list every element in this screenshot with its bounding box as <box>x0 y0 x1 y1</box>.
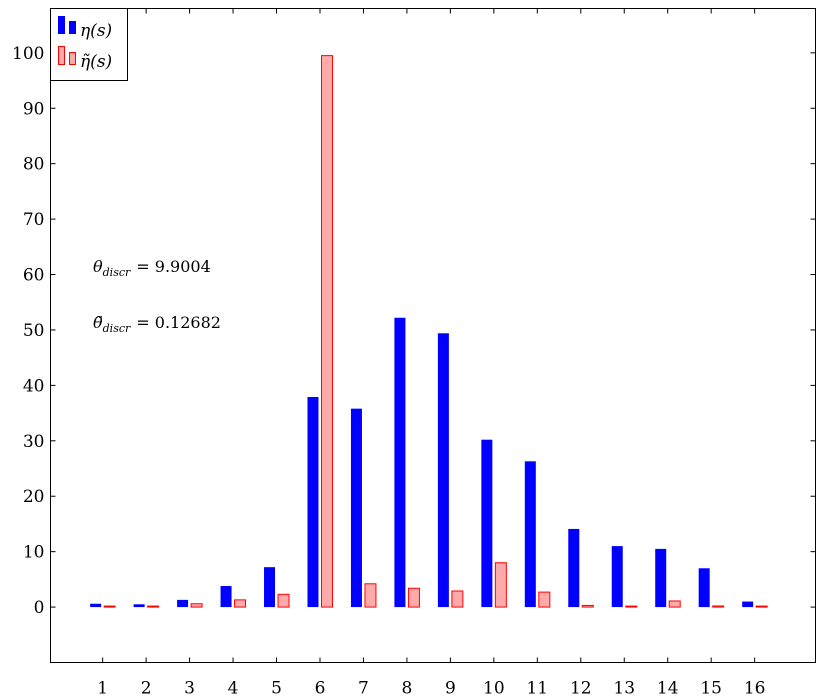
bar-series-1 <box>350 408 362 608</box>
bar-series-2 <box>234 599 247 608</box>
bar-series-2 <box>147 605 160 608</box>
legend-swatch-series-2 <box>58 46 76 65</box>
axis-ticks <box>50 8 816 663</box>
bar-series-2 <box>407 587 420 608</box>
bar-series-2 <box>668 600 681 608</box>
x-tick-label: 12 <box>570 679 592 699</box>
x-tick-label: 11 <box>526 679 548 699</box>
x-tick-label: 6 <box>315 679 326 699</box>
x-tick-label: 14 <box>657 679 679 699</box>
annotation-theta-tilde-symbol: θ̃ <box>93 313 103 332</box>
bar-series-2 <box>538 591 551 608</box>
y-tick-label: 70 <box>23 210 45 230</box>
y-tick-label: 80 <box>23 155 45 175</box>
y-tick-label: 30 <box>23 432 45 452</box>
annotation-theta-tilde-sub: discr <box>103 322 131 335</box>
legend-swatch-series-1 <box>58 16 76 34</box>
bar-series-1 <box>90 603 102 608</box>
bar-series-1 <box>524 461 536 608</box>
x-tick-label: 9 <box>445 679 456 699</box>
annotations: θdiscr = 9.9004 θ̃discr = 0.12682 <box>93 257 221 335</box>
x-tick-label: 10 <box>483 679 505 699</box>
annotation-theta-value: = 9.9004 <box>136 257 210 276</box>
plot-frame <box>50 8 816 663</box>
y-tick-labels: 0 10 20 30 40 50 60 70 80 90 100 <box>12 44 44 618</box>
bar-series-1 <box>698 568 710 608</box>
annotation-theta-tilde: θ̃discr = 0.12682 <box>93 313 221 335</box>
y-tick-label: 60 <box>23 266 45 286</box>
bar-series-2 <box>190 603 203 608</box>
legend: η(s) η̃(s) <box>50 8 128 81</box>
bar-series-2 <box>320 55 333 608</box>
x-tick-label: 13 <box>613 679 635 699</box>
y-tick-label: 0 <box>34 598 45 618</box>
y-tick-label: 90 <box>23 99 45 119</box>
annotation-theta-tilde-value: = 0.12682 <box>136 313 221 332</box>
legend-label-series-2: η̃(s) <box>80 52 112 72</box>
bars <box>90 55 768 608</box>
x-tick-label: 7 <box>358 679 369 699</box>
bar-series-1 <box>307 397 319 608</box>
bar-series-2 <box>494 562 507 608</box>
bar-series-1 <box>611 546 623 608</box>
x-tick-label: 3 <box>184 679 195 699</box>
bar-series-1 <box>133 604 145 608</box>
annotation-theta: θdiscr = 9.9004 <box>93 257 211 279</box>
bar-series-2 <box>364 583 377 608</box>
x-tick-label: 16 <box>744 679 766 699</box>
bar-series-2 <box>712 605 725 608</box>
y-tick-label: 10 <box>23 543 45 563</box>
legend-label-series-1: η(s) <box>80 21 112 41</box>
bar-series-1 <box>437 333 449 608</box>
y-tick-label: 20 <box>23 487 45 507</box>
x-tick-label: 4 <box>228 679 239 699</box>
bar-series-1 <box>177 599 189 608</box>
bar-series-1 <box>655 548 667 608</box>
annotation-theta-sub: discr <box>103 266 131 279</box>
x-tick-label: 8 <box>402 679 413 699</box>
bar-series-1 <box>394 317 406 608</box>
y-tick-label: 40 <box>23 376 45 396</box>
x-tick-labels: 1 2 3 4 5 6 7 8 9 10 11 12 13 14 15 16 <box>97 679 765 699</box>
bar-series-2 <box>277 593 290 608</box>
x-tick-label: 15 <box>700 679 722 699</box>
y-tick-label: 100 <box>12 44 44 64</box>
bar-series-2 <box>755 605 768 608</box>
x-tick-label: 2 <box>141 679 152 699</box>
bar-series-1 <box>742 601 754 608</box>
bar-series-2 <box>581 604 594 608</box>
bar-series-1 <box>220 586 232 608</box>
bar-series-2 <box>451 590 464 608</box>
x-tick-label: 1 <box>97 679 108 699</box>
bar-series-2 <box>103 605 116 608</box>
bar-series-1 <box>568 528 580 608</box>
y-tick-label: 50 <box>23 321 45 341</box>
bar-series-1 <box>481 439 493 608</box>
x-tick-label: 5 <box>271 679 282 699</box>
bar-series-2 <box>625 605 638 608</box>
annotation-theta-symbol: θ <box>93 257 103 276</box>
bar-series-1 <box>264 567 276 608</box>
